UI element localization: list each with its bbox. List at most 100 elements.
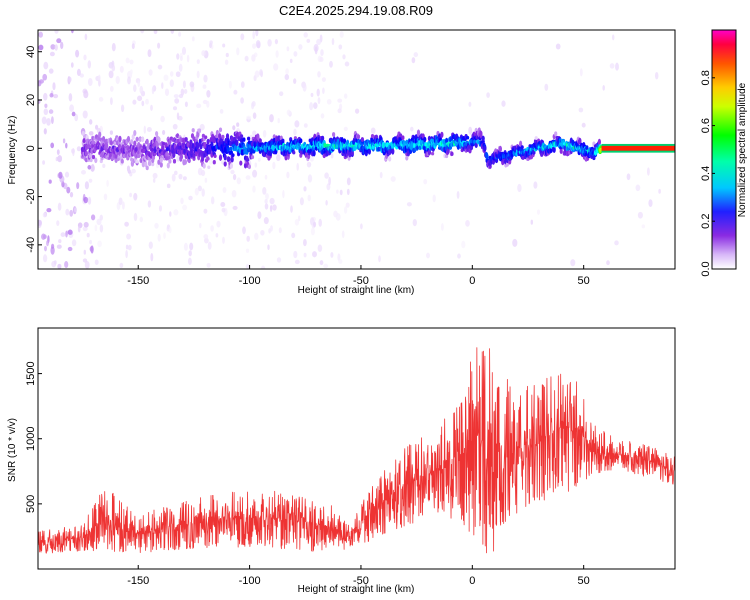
spectral-speckle (172, 106, 178, 111)
spectral-ridge-point (229, 162, 233, 169)
spectral-speckle (255, 30, 259, 37)
spectral-speckle (96, 218, 102, 226)
spectral-ridge-point (272, 134, 276, 140)
spectral-speckle (152, 178, 156, 183)
spectral-speckle (184, 101, 188, 108)
spectral-speckle (67, 229, 73, 235)
spectral-ridge-point (250, 155, 255, 160)
y-tick-label: 500 (25, 495, 37, 513)
spectral-speckle (169, 211, 172, 217)
spectral-speckle (109, 97, 113, 105)
spectral-ridge-point (534, 136, 538, 140)
x-tick-label: 50 (578, 575, 590, 587)
spectral-speckle (99, 214, 103, 221)
spectral-speckle (74, 207, 77, 213)
spectral-ridge-point (177, 145, 181, 150)
spectral-speckle (240, 81, 245, 88)
spectral-speckle (251, 54, 256, 62)
spectral-ridge-point (135, 159, 139, 164)
spectral-speckle (343, 206, 348, 214)
spectral-speckle (82, 226, 88, 232)
spectral-speckle (324, 172, 329, 179)
spectral-speckle (461, 240, 466, 249)
spectral-speckle (174, 98, 180, 104)
spectral-speckle (203, 208, 208, 214)
spectral-speckle (337, 98, 343, 103)
spectral-ridge-point (127, 169, 131, 174)
spectral-speckle (71, 111, 76, 117)
snr-panel: -150 -100 -50 0 50 500 1000 1500 Height of str… (7, 327, 676, 595)
spectral-speckle (252, 185, 256, 193)
spectral-speckle (335, 213, 341, 221)
colorbar-tick-label: 0.8 (700, 70, 712, 85)
spectral-speckle (346, 188, 350, 196)
spectral-speckle (344, 61, 350, 67)
spectral-ridge-point (161, 145, 165, 151)
spectral-speckle (182, 176, 187, 181)
spectral-speckle (83, 54, 87, 61)
spectral-speckle (254, 232, 259, 241)
spectral-speckle (57, 155, 63, 163)
spectral-speckle (87, 77, 93, 87)
spectral-ridge-point (552, 146, 556, 153)
spectral-speckle (129, 59, 134, 65)
spectral-speckle (188, 250, 192, 257)
spectral-speckle (426, 252, 430, 259)
spectral-speckle (246, 235, 250, 242)
spectral-speckle (245, 248, 250, 253)
x-tick-label: 50 (578, 275, 590, 287)
spectral-speckle (43, 108, 49, 116)
spectral-speckle (360, 223, 363, 230)
spectral-speckle (90, 214, 96, 221)
spectral-ridge-point (268, 150, 272, 157)
spectral-ridge-point (230, 135, 234, 142)
spectral-ridge-point (469, 145, 474, 151)
spectral-speckle (303, 238, 307, 247)
spectral-speckle (64, 261, 69, 268)
spectral-speckle (103, 193, 108, 201)
spectrogram-frame (37, 29, 676, 270)
spectral-speckle (330, 251, 334, 258)
spectral-speckle (179, 55, 183, 61)
spectral-speckle (307, 194, 311, 202)
spectral-ridge-point (450, 151, 454, 157)
spectral-speckle (286, 171, 290, 179)
spectral-speckle (125, 250, 128, 259)
spectral-ridge-point (299, 138, 303, 144)
spectral-speckle (148, 241, 153, 249)
spectral-speckle (654, 71, 659, 80)
spectral-speckle (626, 173, 631, 181)
spectral-speckle (49, 51, 55, 57)
spectral-speckle (164, 88, 170, 96)
colorbar: 0.0 0.2 0.4 0.6 0.8 Normalized spectral ampl… (700, 29, 748, 277)
spectral-ridge-point (218, 154, 223, 161)
spectral-ridge-point (360, 137, 364, 142)
spectral-speckle (183, 242, 188, 251)
spectral-speckle (65, 208, 70, 216)
spectral-ridge-point (166, 162, 170, 169)
spectral-speckle (42, 254, 48, 263)
spectral-speckle (317, 97, 321, 105)
spectral-speckle (390, 176, 396, 182)
spectral-speckle (321, 77, 326, 82)
spectral-ridge-point (207, 165, 211, 170)
spectral-speckle (131, 168, 136, 174)
spectral-speckle (129, 192, 132, 198)
spectral-ridge-point (237, 136, 241, 142)
spectral-speckle (88, 131, 94, 136)
spectral-speckle (206, 100, 210, 108)
spectral-speckle (303, 186, 307, 192)
spectral-speckle (169, 71, 174, 77)
spectral-ridge-point (391, 148, 395, 155)
spectral-speckle (65, 142, 68, 149)
spectral-speckle (111, 43, 116, 52)
spectral-ridge-point (135, 136, 139, 142)
spectral-speckle (111, 64, 116, 72)
spectral-speckle (38, 44, 44, 51)
spectral-speckle (124, 221, 129, 227)
spectral-speckle (294, 259, 300, 265)
spectral-speckle (648, 199, 653, 207)
spectral-speckle (277, 117, 280, 124)
spectral-speckle (611, 34, 615, 41)
spectral-ridge-point (540, 152, 544, 157)
